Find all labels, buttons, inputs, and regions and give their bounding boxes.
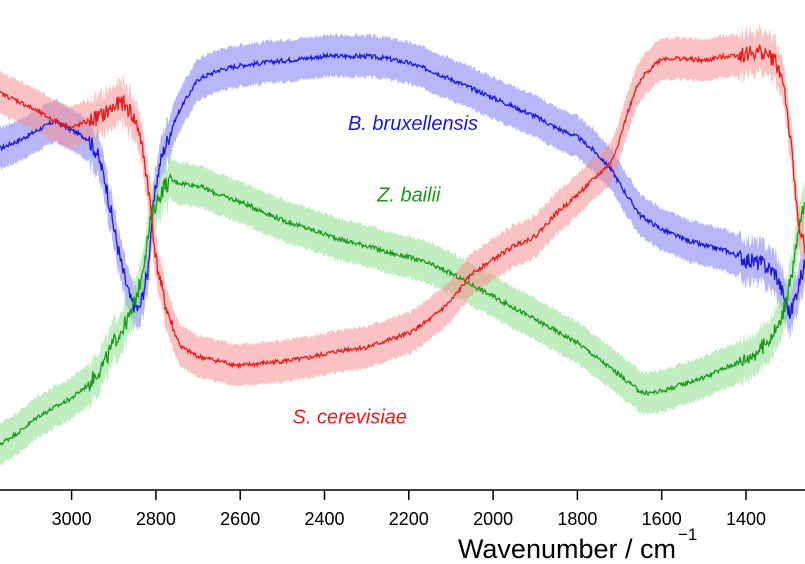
x-tick-label: 2400 bbox=[304, 509, 344, 529]
series-line-z--bailii bbox=[0, 173, 805, 446]
x-tick-label: 2600 bbox=[220, 509, 260, 529]
x-tick-label: 3000 bbox=[52, 509, 92, 529]
series-label-b--bruxellensis: B. bruxellensis bbox=[348, 113, 478, 135]
x-tick-label: 1400 bbox=[726, 509, 766, 529]
confidence-band-s--cerevisiae bbox=[0, 23, 805, 388]
x-tick-label: 1600 bbox=[642, 509, 682, 529]
series-line-s--cerevisiae bbox=[0, 44, 805, 370]
x-axis-title: Wavenumber / cm bbox=[458, 534, 676, 564]
x-tick-label: 2000 bbox=[473, 509, 513, 529]
series-label-s--cerevisiae: S. cerevisiae bbox=[293, 407, 408, 429]
series-label-z--bailii: Z. bailii bbox=[376, 185, 441, 207]
x-axis-title-superscript: −1 bbox=[678, 525, 697, 544]
x-tick-label: 2200 bbox=[389, 509, 429, 529]
x-axis-ticks: 3000 2800 2600 2400 2200 2000 1800 1600 1400 bbox=[52, 490, 766, 529]
plot-area: B. bruxellensis Z. bailii S. cerevisiae bbox=[0, 23, 805, 466]
x-tick-label: 1800 bbox=[557, 509, 597, 529]
series-line-b--bruxellensis bbox=[0, 51, 805, 320]
x-tick-label: 2800 bbox=[136, 509, 176, 529]
